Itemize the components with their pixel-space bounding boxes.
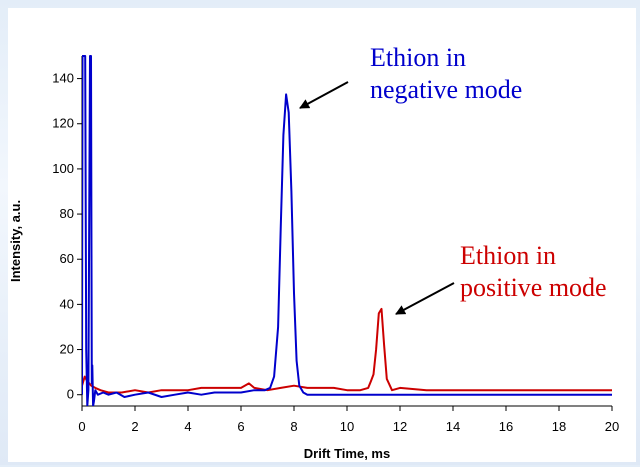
x-tick-label: 4	[184, 419, 191, 434]
y-tick-label: 40	[60, 296, 74, 311]
series-line	[82, 307, 612, 394]
x-tick-label: 10	[340, 419, 354, 434]
y-axis-title: Intensity, a.u.	[8, 200, 23, 282]
x-tick-label: 12	[393, 419, 407, 434]
series-line	[82, 55, 612, 406]
y-tick-label: 140	[52, 71, 74, 86]
x-tick-label: 0	[78, 419, 85, 434]
axes: 0 20 40 60 80 100 120 140 0 2 4 6 8 10 12 14 16 18 20 Drift…	[8, 56, 619, 461]
annotation-label: Ethion in	[370, 43, 466, 72]
figure-frame: 0 20 40 60 80 100 120 140 0 2 4 6 8 10 12 14 16 18 20 Drift…	[8, 8, 636, 462]
plot-area	[82, 55, 612, 406]
x-tick-label: 16	[499, 419, 513, 434]
annotation-label: negative mode	[370, 75, 522, 104]
annotation-arrow	[299, 81, 349, 109]
x-tick-label: 14	[446, 419, 460, 434]
x-tick-label: 8	[290, 419, 297, 434]
x-tick-label: 2	[131, 419, 138, 434]
x-tick-label: 20	[605, 419, 619, 434]
y-tick-label: 80	[60, 206, 74, 221]
y-tick-label: 100	[52, 161, 74, 176]
y-tick-label: 120	[52, 116, 74, 131]
x-axis-title: Drift Time, ms	[304, 446, 390, 461]
annotation-label: Ethion in	[460, 241, 556, 270]
y-tick-label: 0	[67, 387, 74, 402]
x-tick-label: 6	[237, 419, 244, 434]
y-tick-label: 60	[60, 251, 74, 266]
x-tick-label: 18	[552, 419, 566, 434]
annotation-label: positive mode	[460, 273, 607, 302]
y-tick-label: 20	[60, 342, 74, 357]
annotation-arrow	[395, 282, 455, 315]
annotations: Ethion in negative mode Ethion in positive …	[299, 43, 607, 315]
drift-time-chart: 0 20 40 60 80 100 120 140 0 2 4 6 8 10 12 14 16 18 20 Drift…	[8, 43, 619, 461]
